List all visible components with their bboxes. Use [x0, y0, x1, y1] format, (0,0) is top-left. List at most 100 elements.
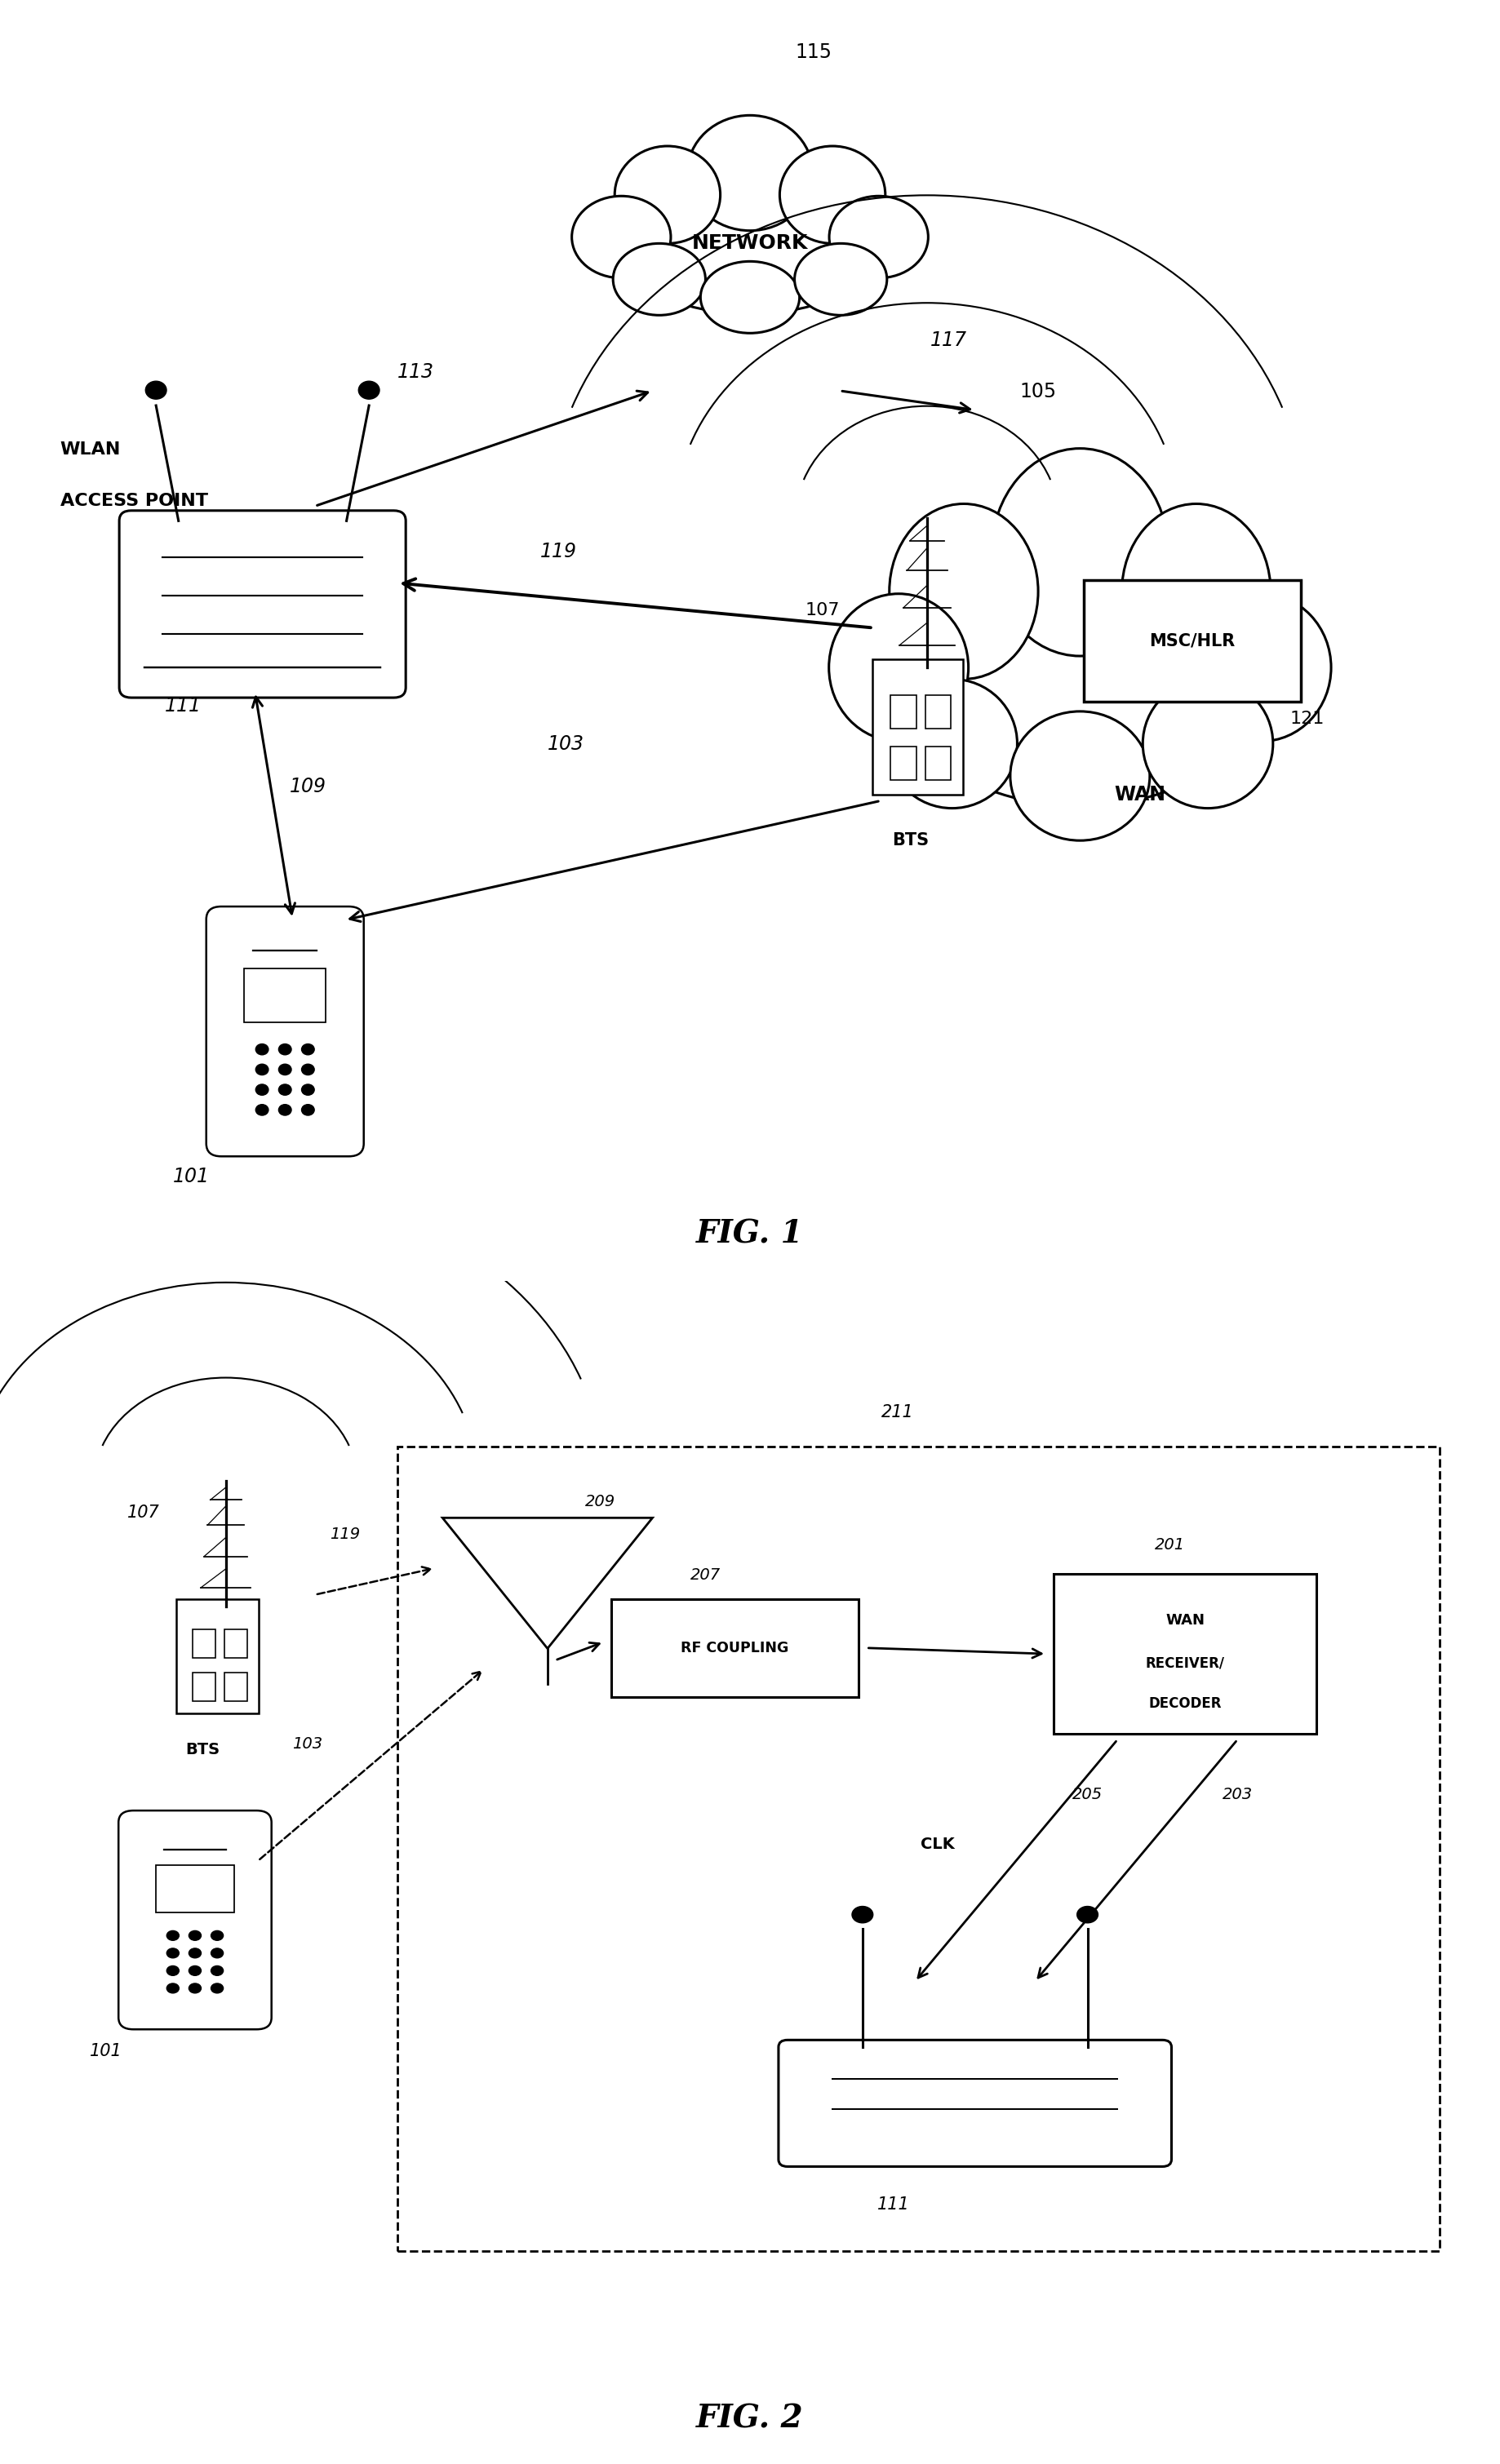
Ellipse shape: [1191, 594, 1330, 742]
Text: RF COUPLING: RF COUPLING: [681, 1641, 789, 1656]
Bar: [177, 1599, 258, 1712]
Bar: [926, 747, 951, 781]
Ellipse shape: [700, 261, 800, 333]
Text: 211: 211: [882, 1404, 913, 1422]
Text: 201: 201: [1155, 1538, 1185, 1552]
Text: WLAN: WLAN: [60, 441, 120, 458]
Circle shape: [189, 1984, 201, 1993]
FancyBboxPatch shape: [118, 510, 405, 697]
Bar: [1053, 1574, 1317, 1735]
Circle shape: [279, 1064, 291, 1074]
Circle shape: [302, 1045, 315, 1055]
Text: 103: 103: [548, 734, 584, 754]
Ellipse shape: [1143, 680, 1274, 808]
Text: WAN: WAN: [1114, 784, 1166, 803]
FancyBboxPatch shape: [778, 2040, 1172, 2166]
Circle shape: [146, 382, 166, 399]
Text: NETWORK: NETWORK: [692, 234, 808, 254]
Text: FIG. 1: FIG. 1: [696, 1217, 804, 1249]
Circle shape: [166, 1949, 178, 1959]
Circle shape: [166, 1932, 178, 1942]
FancyBboxPatch shape: [206, 907, 363, 1156]
Text: 209: 209: [585, 1493, 615, 1510]
Ellipse shape: [780, 145, 885, 244]
Bar: [612, 1599, 858, 1698]
Ellipse shape: [1010, 712, 1151, 840]
Circle shape: [302, 1064, 315, 1074]
Text: MSC/HLR: MSC/HLR: [1149, 633, 1236, 648]
Circle shape: [189, 1932, 201, 1942]
Circle shape: [1077, 1907, 1098, 1922]
Text: WAN: WAN: [1166, 1614, 1204, 1629]
Ellipse shape: [615, 145, 720, 244]
Circle shape: [211, 1949, 223, 1959]
Ellipse shape: [614, 244, 705, 315]
Ellipse shape: [830, 197, 928, 278]
Circle shape: [255, 1084, 268, 1094]
Text: 115: 115: [795, 42, 831, 62]
Text: BTS: BTS: [892, 833, 928, 850]
Circle shape: [279, 1104, 291, 1116]
Ellipse shape: [572, 197, 670, 278]
Ellipse shape: [795, 244, 887, 315]
Circle shape: [166, 1984, 178, 1993]
Text: 117: 117: [930, 330, 966, 350]
Text: 119: 119: [330, 1528, 360, 1542]
Ellipse shape: [830, 594, 969, 742]
Bar: [891, 747, 916, 781]
Text: CLK: CLK: [921, 1836, 954, 1853]
Circle shape: [189, 1949, 201, 1959]
Text: 107: 107: [806, 601, 840, 618]
Bar: [873, 658, 963, 793]
Circle shape: [279, 1045, 291, 1055]
Text: 111: 111: [878, 2198, 911, 2213]
Circle shape: [358, 382, 380, 399]
Text: DECODER: DECODER: [1149, 1695, 1221, 1710]
Text: 111: 111: [165, 695, 201, 715]
Text: ACCESS POINT: ACCESS POINT: [60, 493, 207, 510]
Circle shape: [255, 1045, 268, 1055]
Circle shape: [255, 1104, 268, 1116]
Ellipse shape: [890, 503, 1038, 680]
Circle shape: [279, 1084, 291, 1094]
Ellipse shape: [1122, 503, 1270, 680]
Ellipse shape: [618, 172, 882, 313]
Text: FIG. 2: FIG. 2: [696, 2402, 804, 2434]
Circle shape: [302, 1104, 315, 1116]
Text: 101: 101: [90, 2043, 123, 2060]
Bar: [192, 1673, 216, 1700]
Circle shape: [211, 1984, 223, 1993]
Bar: [926, 695, 951, 729]
Text: 107: 107: [128, 1506, 160, 1520]
Circle shape: [302, 1084, 315, 1094]
Text: 203: 203: [1222, 1786, 1252, 1801]
Ellipse shape: [992, 448, 1169, 655]
FancyBboxPatch shape: [118, 1811, 272, 2030]
Text: 205: 205: [1072, 1786, 1102, 1801]
Text: 109: 109: [290, 776, 326, 796]
Text: 103: 103: [293, 1737, 322, 1752]
Circle shape: [189, 1966, 201, 1976]
Circle shape: [211, 1932, 223, 1942]
Circle shape: [255, 1064, 268, 1074]
Ellipse shape: [687, 116, 813, 232]
Text: 121: 121: [1290, 712, 1325, 727]
Ellipse shape: [894, 552, 1266, 806]
Bar: [398, 1446, 1440, 2252]
Bar: [223, 1673, 248, 1700]
Text: 207: 207: [690, 1567, 720, 1582]
Bar: [244, 968, 326, 1023]
Ellipse shape: [887, 680, 1017, 808]
Bar: [223, 1629, 248, 1658]
Text: RECEIVER/: RECEIVER/: [1146, 1656, 1224, 1671]
Bar: [156, 1865, 234, 1912]
Text: BTS: BTS: [186, 1742, 219, 1757]
Circle shape: [166, 1966, 178, 1976]
Text: 105: 105: [1020, 382, 1058, 402]
Bar: [891, 695, 916, 729]
Circle shape: [852, 1907, 873, 1922]
Circle shape: [211, 1966, 223, 1976]
Text: 113: 113: [398, 362, 434, 382]
Bar: [192, 1629, 216, 1658]
Text: 101: 101: [172, 1168, 209, 1188]
